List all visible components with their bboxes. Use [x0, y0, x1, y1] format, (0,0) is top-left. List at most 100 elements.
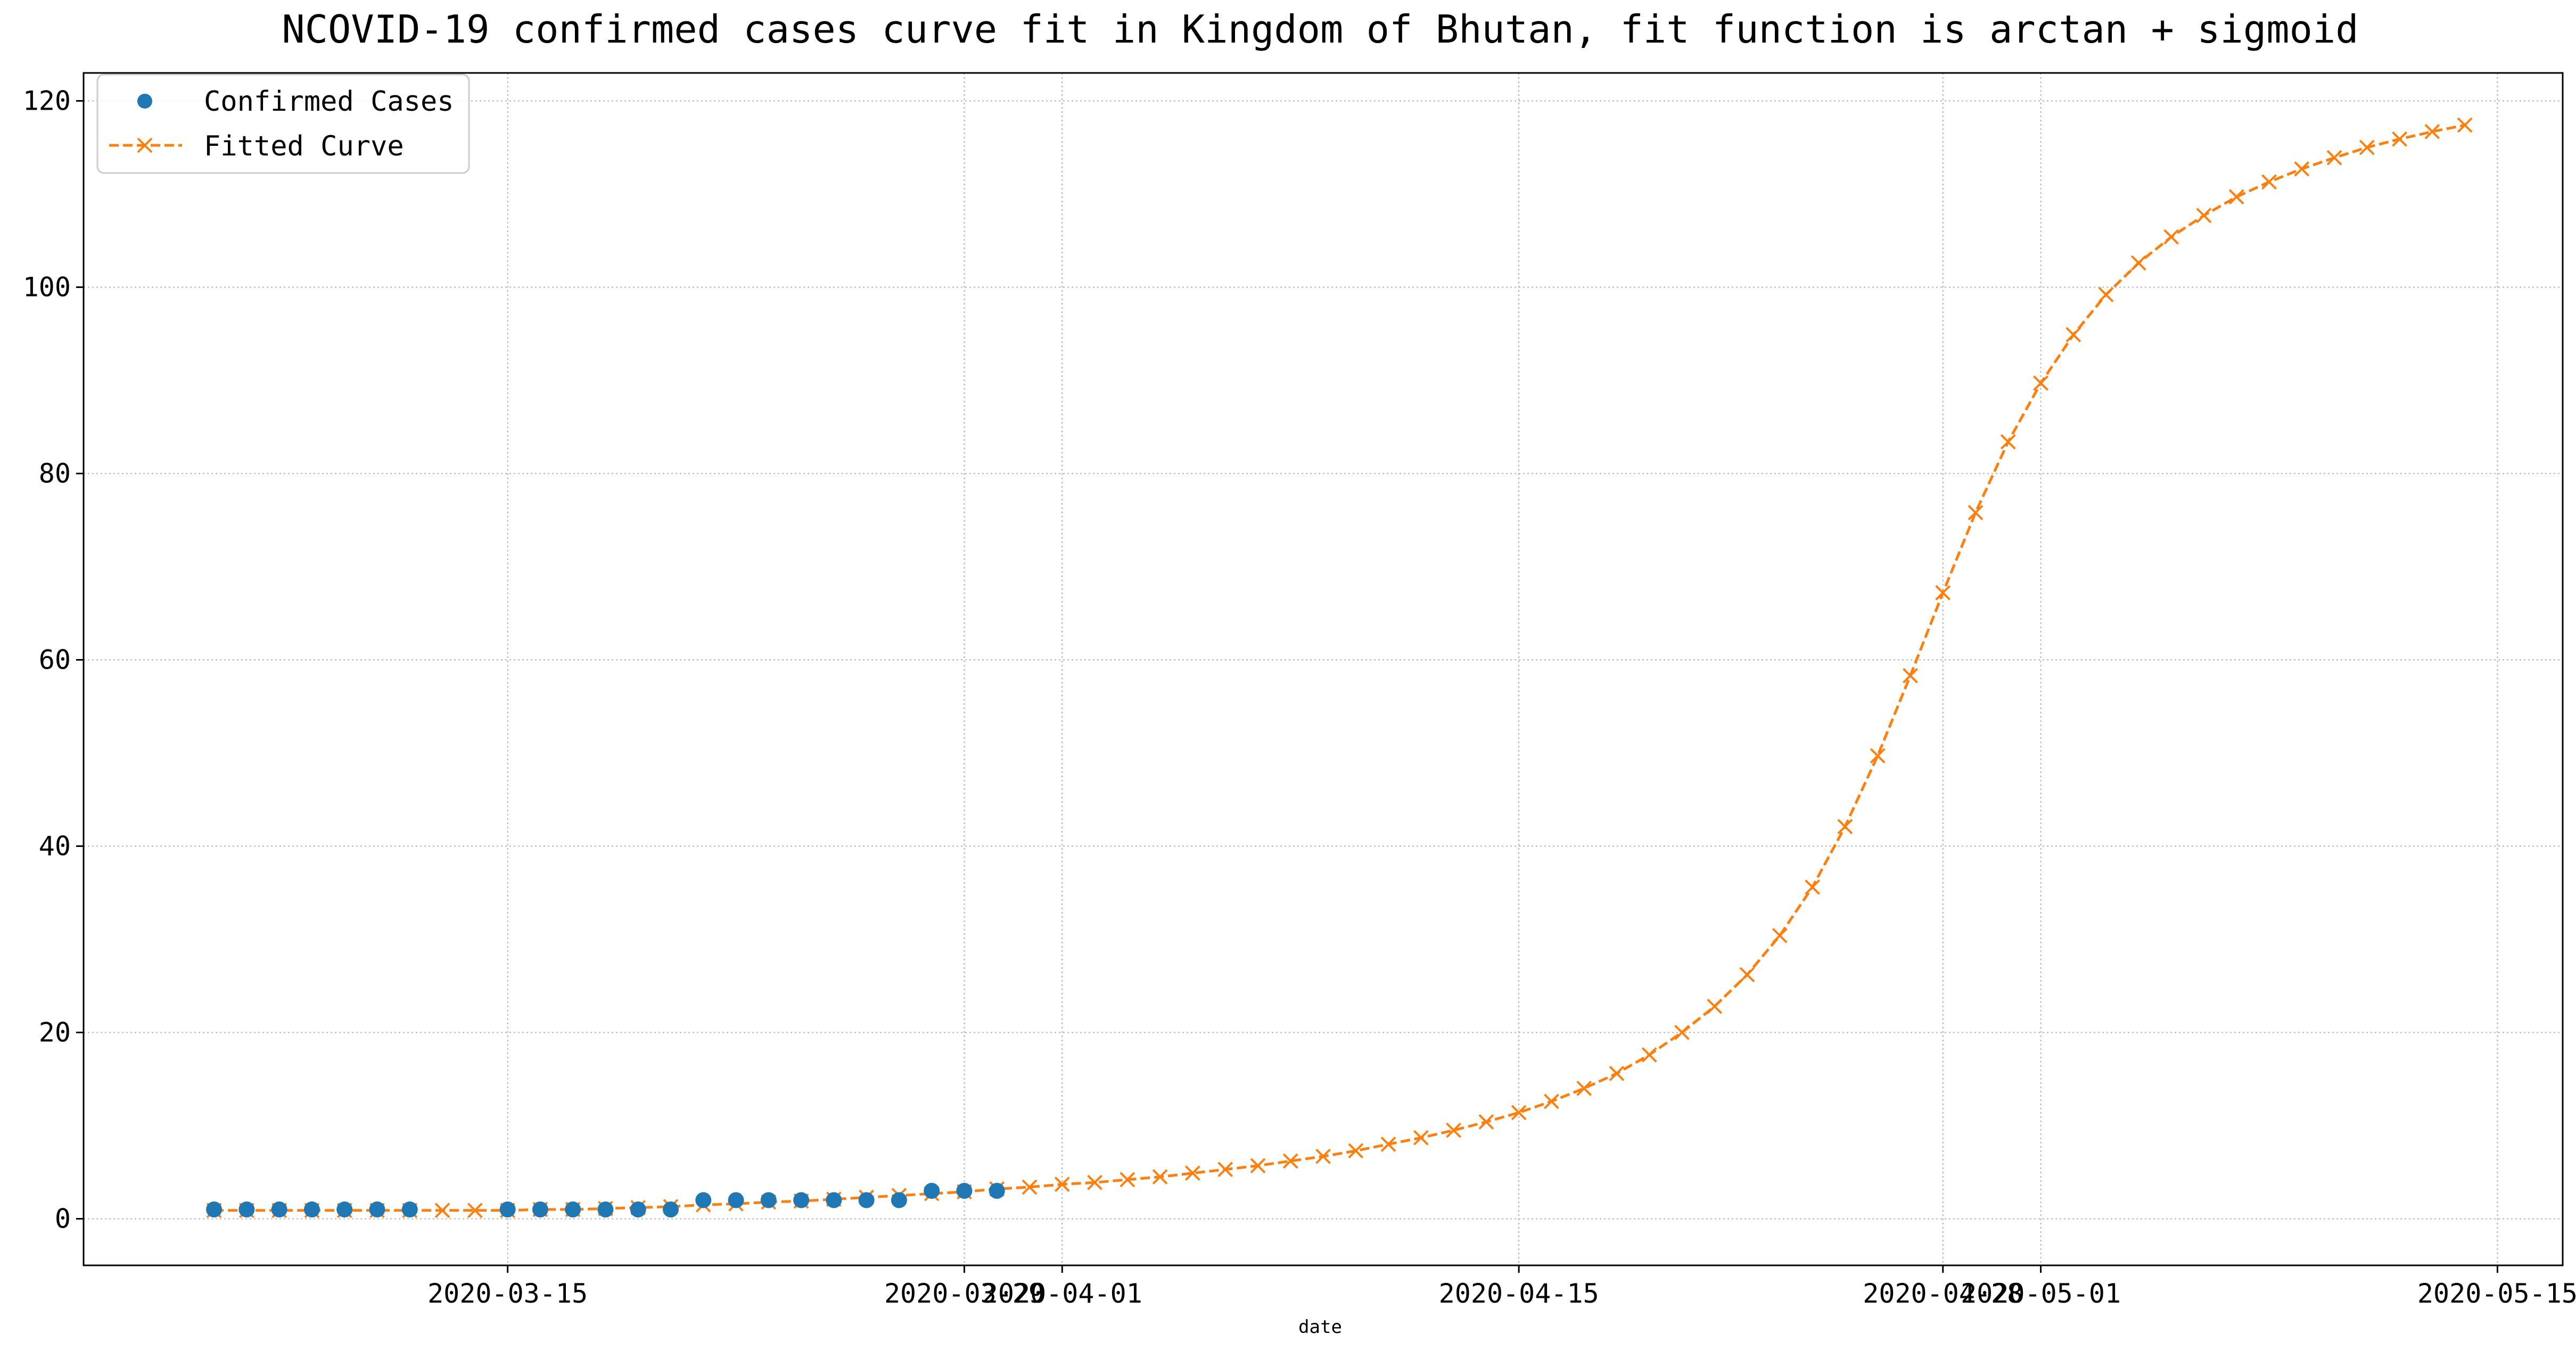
confirmed-case-point: [369, 1201, 385, 1217]
fitted-curve-point: [2457, 117, 2473, 133]
confirmed-case-point: [989, 1183, 1005, 1199]
fitted-curve-point: [1870, 748, 1886, 764]
fitted-curve-point: [1935, 585, 1951, 600]
fitted-curve-point: [1837, 819, 1853, 835]
y-tick-label: 20: [39, 1017, 71, 1048]
confirmed-case-point: [891, 1192, 907, 1208]
legend-box: [96, 73, 470, 174]
fitted-curve-point: [2098, 287, 2114, 302]
fitted-curve-point: [1641, 1047, 1657, 1063]
confirmed-case-point: [597, 1201, 614, 1217]
fitted-curve-point: [2294, 161, 2310, 177]
y-tick-label: 100: [23, 272, 71, 303]
plot-frame: [83, 72, 2564, 1266]
fitted-curve-point: [2196, 208, 2212, 224]
x-tick-label: 2020-03-29: [884, 1278, 1044, 1309]
fitted-curve-point: [1805, 879, 1821, 895]
confirmed-case-point: [532, 1201, 548, 1217]
fitted-curve-point: [2033, 375, 2048, 391]
fitted-curve-point: [1413, 1130, 1429, 1146]
fitted-curve-point: [1707, 999, 1723, 1014]
grid: [84, 73, 2563, 1265]
fitted-curve-point: [2424, 124, 2440, 139]
confirmed-case-point: [695, 1192, 712, 1208]
fitted-curve-point: [1739, 967, 1755, 983]
y-tick-label: 60: [39, 645, 71, 676]
x-tick-label: 2020-03-15: [427, 1278, 588, 1309]
fitted-curve-point: [1054, 1176, 1070, 1192]
y-tick-label: 120: [23, 86, 71, 117]
fitted-curve-point: [1022, 1179, 1038, 1195]
fitted-curve-point: [1446, 1122, 1462, 1138]
fitted-curve-point: [2163, 229, 2179, 245]
confirmed-case-point: [630, 1201, 646, 1217]
fitted-curve-point: [1576, 1081, 1592, 1096]
confirmed-case-point: [760, 1192, 777, 1208]
chart-title: NCOVID-19 confirmed cases curve fit in K…: [282, 7, 2358, 52]
fitted-curve-point: [2228, 189, 2244, 205]
fitted-curve-point: [2326, 150, 2342, 166]
y-tick-label: 0: [55, 1204, 71, 1234]
x-tick-label: 2020-05-01: [1961, 1278, 2121, 1309]
confirmed-case-point: [303, 1201, 320, 1217]
confirmed-case-point: [271, 1201, 287, 1217]
fitted-curve-point: [1544, 1093, 1559, 1109]
confirmed-case-point: [206, 1201, 223, 1217]
fitted-curve-point: [2065, 327, 2081, 343]
confirmed-case-point: [728, 1192, 744, 1208]
x-tick-label: 2020-04-28: [1863, 1278, 2023, 1309]
series-fitted-curve: [206, 117, 2473, 1219]
fitted-curve-point: [2392, 131, 2408, 147]
confirmed-case-point: [499, 1201, 516, 1217]
legend-marker-confirmed-cases: [137, 94, 152, 109]
fitted-curve-point: [467, 1203, 483, 1219]
confirmed-case-point: [793, 1192, 810, 1208]
x-tick-label: 2020-04-01: [982, 1278, 1142, 1309]
y-tick-label: 80: [39, 458, 71, 489]
fitted-curve-point: [1903, 668, 1918, 684]
fitted-curve-point: [1184, 1165, 1200, 1181]
confirmed-case-point: [826, 1192, 842, 1208]
fitted-curve-point: [1152, 1169, 1168, 1185]
fitted-curve-point: [2359, 139, 2375, 155]
fitted-curve-point: [1315, 1148, 1331, 1164]
x-tick-label: 2020-04-15: [1439, 1278, 1599, 1309]
confirmed-case-point: [401, 1201, 418, 1217]
fitted-curve-point: [1380, 1137, 1396, 1152]
fitted-curve-point: [1511, 1105, 1527, 1121]
fitted-curve-point: [1609, 1066, 1625, 1081]
fitted-curve-point: [1217, 1162, 1233, 1178]
fitted-curve-point: [2261, 174, 2277, 190]
x-axis-label: date: [1298, 1316, 1342, 1338]
y-tick-label: 40: [39, 831, 71, 862]
fitted-curve-point: [1772, 928, 1788, 943]
fitted-curve-point: [434, 1203, 450, 1219]
confirmed-case-point: [565, 1201, 581, 1217]
fitted-curve-point: [1478, 1114, 1494, 1130]
legend-marker-fitted-curve: [137, 137, 153, 153]
series-confirmed-cases: [206, 1183, 1005, 1217]
fitted-curve-point: [1250, 1158, 1266, 1174]
fitted-curve-point: [1120, 1172, 1135, 1188]
legend-label-confirmed-cases: Confirmed Cases: [204, 86, 454, 118]
confirmed-case-point: [956, 1183, 973, 1199]
fitted-curve-line: [214, 124, 2465, 1212]
fitted-curve-point: [2000, 434, 2016, 450]
legend-label-fitted-curve: Fitted Curve: [204, 130, 404, 162]
fitted-curve-point: [1674, 1025, 1690, 1040]
confirmed-case-point: [336, 1201, 353, 1217]
confirmed-case-point: [858, 1192, 875, 1208]
x-tick-label: 2020-05-15: [2417, 1278, 2576, 1309]
confirmed-case-point: [662, 1201, 679, 1217]
fitted-curve-point: [1348, 1143, 1364, 1159]
fitted-curve-point: [1282, 1153, 1298, 1169]
fitted-curve-point: [1087, 1174, 1102, 1190]
confirmed-case-point: [924, 1183, 940, 1199]
y-axis-ticks: 0 20 40 60 80 100 120: [23, 86, 84, 1234]
fitted-curve-point: [1968, 505, 1984, 521]
legend: Confirmed Cases Fitted Curve: [96, 73, 470, 174]
confirmed-case-point: [238, 1201, 255, 1217]
fitted-curve-point: [2130, 255, 2146, 271]
